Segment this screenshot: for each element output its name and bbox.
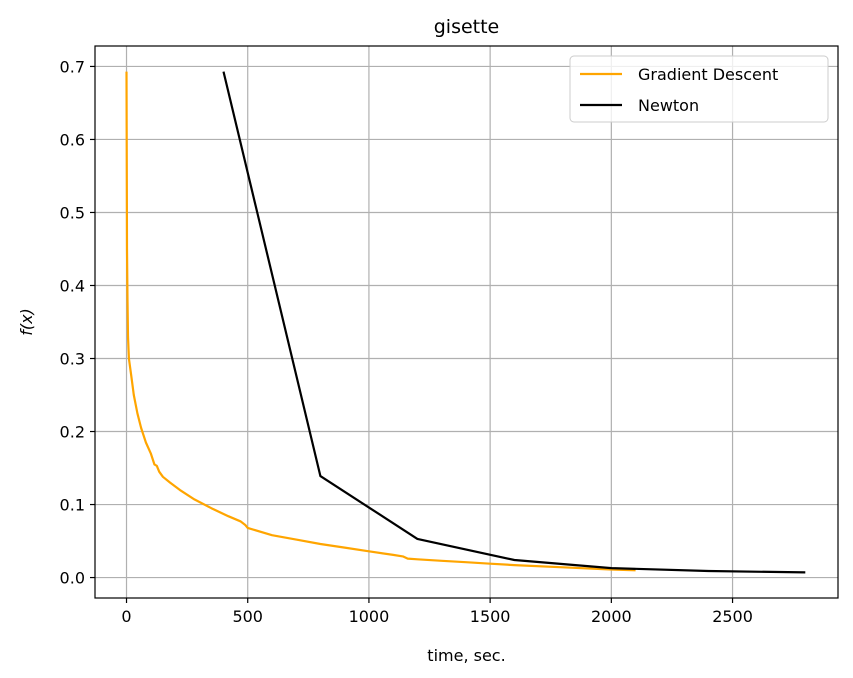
chart-title: gisette — [434, 16, 500, 38]
x-tick-label: 2500 — [712, 607, 753, 626]
plot-frame — [94, 45, 839, 599]
y-tick-label: 0.4 — [60, 276, 85, 295]
grid — [95, 46, 838, 598]
x-axis-label: time, sec. — [427, 646, 505, 665]
x-tick-label: 0 — [121, 607, 131, 626]
y-tick-label: 0.0 — [60, 569, 85, 588]
x-tick-label: 1000 — [349, 607, 390, 626]
y-tick-label: 0.3 — [60, 350, 85, 369]
legend: Gradient Descent Newton — [569, 55, 829, 123]
legend-box — [569, 55, 829, 123]
legend-label: Gradient Descent — [638, 65, 778, 84]
y-axis-label: f(x) — [17, 308, 36, 336]
x-tick-label: 1500 — [470, 607, 511, 626]
series-line-newton — [222, 71, 806, 574]
y-tick-label: 0.5 — [60, 203, 85, 222]
legend-label: Newton — [638, 96, 699, 115]
y-tick-label: 0.2 — [60, 423, 85, 442]
series-line-gradient-descent — [125, 71, 636, 572]
y-tick-label: 0.1 — [60, 496, 85, 515]
y-tick-label: 0.6 — [60, 130, 85, 149]
y-tick-label: 0.7 — [60, 57, 85, 76]
x-tick-label: 2000 — [591, 607, 632, 626]
ticks: 0 500 1000 1500 2000 2500 0.0 0.1 0.2 0.3 0.4 0.5 0.… — [60, 57, 753, 626]
series-layer — [125, 71, 806, 574]
x-tick-label: 500 — [232, 607, 263, 626]
